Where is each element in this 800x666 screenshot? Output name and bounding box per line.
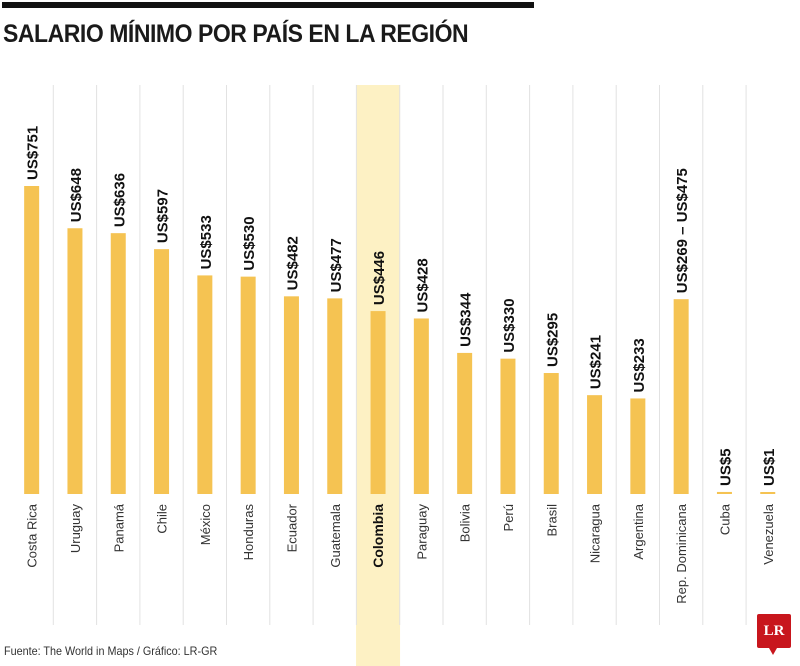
bar [760, 492, 776, 494]
data-label: US$482 [284, 236, 301, 290]
data-label: US$597 [155, 189, 172, 243]
data-label: US$241 [588, 335, 605, 389]
bar [413, 318, 429, 494]
data-label: US$5 [717, 448, 734, 486]
bar [543, 373, 559, 494]
category-label: Brasil [544, 504, 559, 537]
category-label: Venezuela [761, 503, 776, 564]
bar [154, 249, 170, 494]
bar [500, 358, 516, 494]
data-label: US$636 [111, 173, 128, 227]
data-label: US$533 [198, 215, 215, 269]
bar [457, 352, 473, 494]
data-label: US$295 [544, 313, 561, 367]
bar [370, 311, 386, 494]
category-label: Paraguay [414, 504, 429, 560]
category-label: Argentina [631, 503, 646, 559]
bar [110, 233, 126, 494]
bar [716, 491, 732, 494]
data-label: US$233 [631, 338, 648, 392]
category-label: Honduras [241, 504, 256, 561]
data-label: US$530 [241, 216, 258, 270]
data-label: US$477 [328, 238, 345, 292]
category-label: Colombia [370, 504, 386, 568]
category-label: Chile [155, 504, 170, 534]
category-label: Cuba [717, 503, 732, 535]
bar [673, 299, 689, 494]
chart-title: SALARIO MÍNIMO POR PAÍS EN LA REGIÓN [3, 20, 469, 48]
data-label: US$428 [414, 258, 431, 312]
bar [67, 228, 83, 494]
bar [587, 395, 603, 494]
data-label: US$446 [371, 251, 388, 305]
data-label: US$648 [68, 168, 85, 222]
category-label: Perú [501, 504, 516, 531]
data-label: US$344 [458, 292, 475, 347]
bar [630, 398, 646, 494]
category-label: Bolivia [458, 503, 473, 542]
title-rule [2, 2, 534, 8]
data-label: US$330 [501, 298, 518, 352]
data-label: US$269 – US$475 [674, 168, 691, 293]
data-label: US$751 [25, 126, 42, 180]
bar [24, 186, 40, 494]
category-label: Ecuador [284, 503, 299, 552]
lr-logo: LR [757, 614, 791, 655]
category-label: Uruguay [68, 504, 83, 554]
category-label: Costa Rica [25, 503, 40, 567]
data-label: US$1 [761, 448, 778, 486]
source-note: Fuente: The World in Maps / Gráfico: LR-… [4, 644, 218, 658]
bar [240, 276, 256, 494]
category-label: Rep. Dominicana [674, 503, 689, 603]
bar [283, 296, 299, 494]
category-label: Nicaragua [588, 503, 603, 563]
category-label: México [198, 504, 213, 545]
bar [327, 298, 343, 494]
category-label: Guatemala [328, 503, 343, 567]
bar [197, 275, 213, 494]
category-label: Panamá [111, 503, 126, 552]
